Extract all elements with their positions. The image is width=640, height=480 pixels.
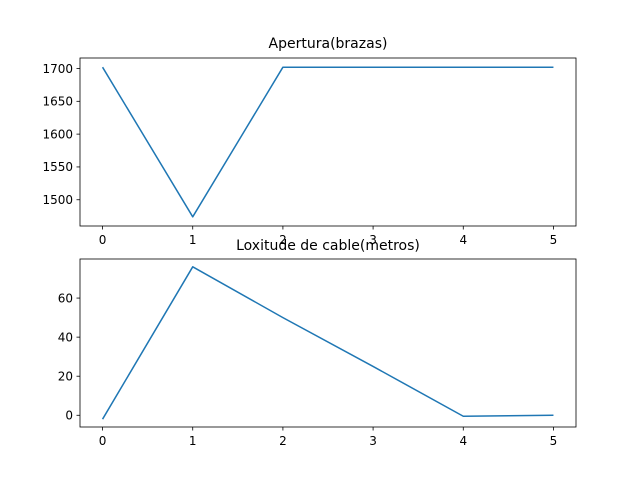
y-tick-label-apertura-0: 1500 <box>42 193 73 207</box>
x-tick-label-apertura-4: 4 <box>459 233 467 247</box>
x-tick-label-loxitude-5: 5 <box>550 434 558 448</box>
chart-title-loxitude: Loxitude de cable(metros) <box>236 238 420 254</box>
x-tick-label-loxitude-1: 1 <box>189 434 197 448</box>
y-tick-label-apertura-2: 1600 <box>42 127 73 141</box>
chart-title-apertura: Apertura(brazas) <box>269 36 388 52</box>
x-tick-label-apertura-0: 0 <box>99 233 107 247</box>
y-tick-label-apertura-3: 1650 <box>42 95 73 109</box>
y-tick-label-loxitude-0: 0 <box>65 409 73 423</box>
y-tick-label-loxitude-1: 20 <box>58 370 73 384</box>
x-tick-label-loxitude-2: 2 <box>279 434 287 448</box>
y-tick-label-apertura-4: 1700 <box>42 62 73 76</box>
x-tick-label-loxitude-0: 0 <box>99 434 107 448</box>
y-tick-label-apertura-1: 1550 <box>42 160 73 174</box>
x-tick-label-apertura-1: 1 <box>189 233 197 247</box>
x-tick-label-loxitude-4: 4 <box>459 434 467 448</box>
x-tick-label-loxitude-3: 3 <box>369 434 377 448</box>
x-tick-label-apertura-5: 5 <box>550 233 558 247</box>
y-tick-label-loxitude-3: 60 <box>58 291 73 305</box>
y-tick-label-loxitude-2: 40 <box>58 330 73 344</box>
